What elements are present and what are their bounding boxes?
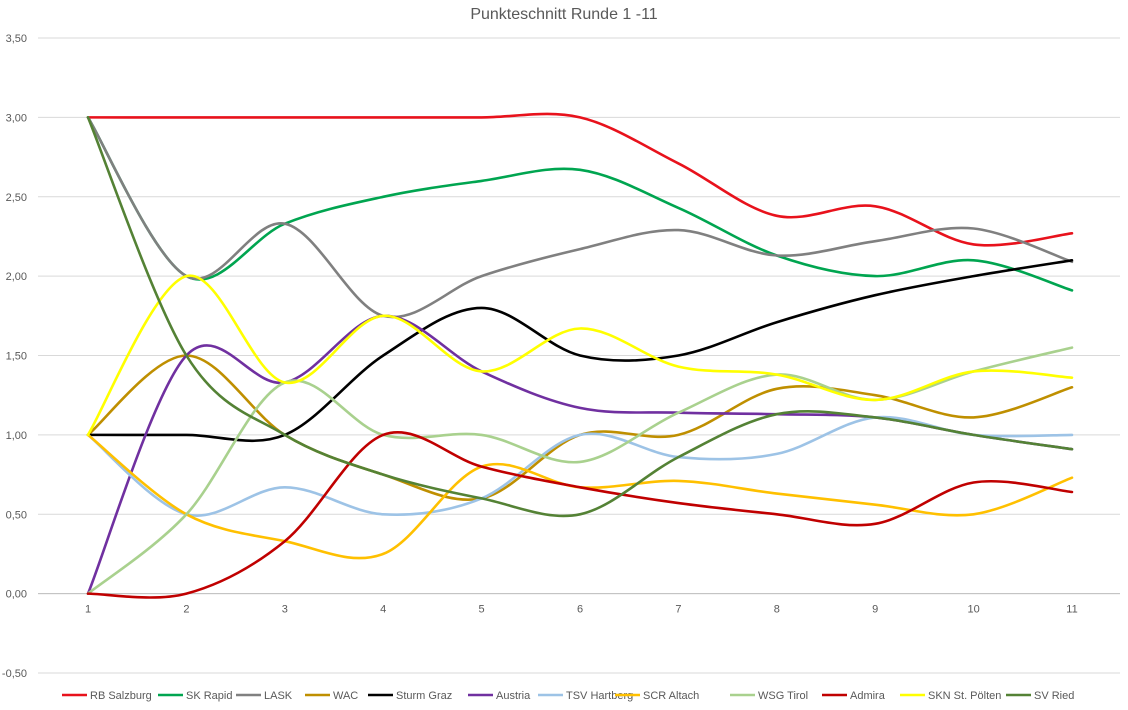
legend-label-sv-ried: SV Ried [1034, 690, 1074, 702]
y-tick-label: 0,50 [6, 509, 27, 521]
x-tick-label: 9 [872, 604, 878, 616]
chart-title: Punkteschnitt Runde 1 -11 [470, 6, 657, 23]
x-tick-label: 11 [1066, 604, 1077, 616]
legend: RB Salzburg SK Rapid LASK WAC Sturm Graz Aust… [62, 690, 1074, 702]
y-axis-ticks: -0,50 0,00 0,50 1,00 1,50 2,00 2,50 3,00 3,50 [2, 33, 27, 680]
series-line-rb-salzburg [86, 112, 1074, 247]
legend-label-wsg-tirol: WSG Tirol [758, 690, 808, 702]
series-line-wsg-tirol [86, 346, 1074, 595]
series-lines [86, 112, 1074, 599]
series-line-sk-rapid [86, 116, 1074, 292]
series-line-tsv-hartberg [86, 415, 1074, 517]
x-tick-label: 4 [380, 604, 386, 616]
series-line-sturm-graz [86, 259, 1074, 443]
legend-label-scr-altach: SCR Altach [643, 690, 699, 702]
legend-label-sk-rapid: SK Rapid [186, 690, 232, 702]
series-line-sv-ried [86, 116, 1074, 518]
x-tick-label: 10 [967, 604, 979, 616]
y-tick-label: 3,00 [6, 112, 27, 124]
legend-label-sturm-graz: Sturm Graz [396, 690, 452, 702]
x-tick-label: 5 [479, 604, 485, 616]
legend-label-rb-salzburg: RB Salzburg [90, 690, 152, 702]
x-tick-label: 8 [774, 604, 780, 616]
legend-label-skn-st-p-lten: SKN St. Pölten [928, 690, 1001, 702]
legend-label-admira: Admira [850, 690, 886, 702]
y-tick-label: -0,50 [2, 668, 27, 680]
y-tick-label: 1,00 [6, 430, 27, 442]
y-tick-label: 2,50 [6, 192, 27, 204]
series-line-skn-st-p-lten [86, 274, 1074, 437]
legend-label-lask: LASK [264, 690, 293, 702]
series-line-austria [86, 314, 1074, 595]
legend-label-tsv-hartberg: TSV Hartberg [566, 690, 633, 702]
series-line-scr-altach [86, 433, 1074, 560]
x-tick-label: 2 [183, 604, 189, 616]
series-line-admira [86, 431, 1074, 599]
y-tick-label: 1,50 [6, 351, 27, 363]
series-line-lask [86, 116, 1074, 319]
x-tick-label: 7 [675, 604, 681, 616]
legend-label-wac: WAC [333, 690, 358, 702]
x-tick-label: 3 [282, 604, 288, 616]
x-tick-label: 1 [85, 604, 91, 616]
y-tick-label: 2,00 [6, 271, 27, 283]
y-tick-label: 3,50 [6, 33, 27, 45]
x-axis-ticks: 1 2 3 4 5 6 7 8 9 10 11 [85, 604, 1078, 616]
x-tick-label: 6 [577, 604, 583, 616]
y-tick-label: 0,00 [6, 589, 27, 601]
series-line-wac [86, 354, 1074, 501]
legend-label-austria: Austria [496, 690, 531, 702]
